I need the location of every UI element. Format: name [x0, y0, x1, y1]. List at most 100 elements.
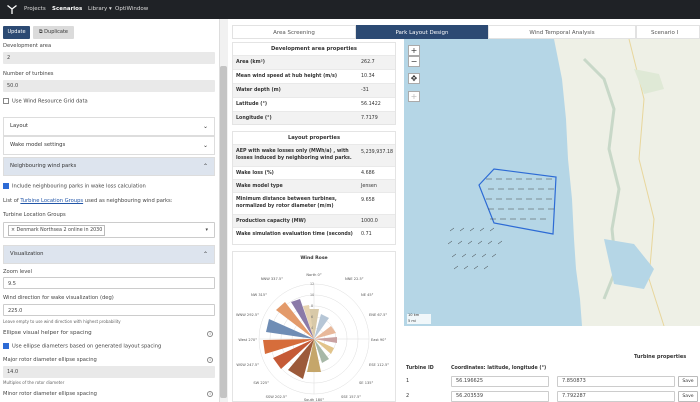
accordion-wake-model-label: Wake model settings [10, 142, 66, 148]
use-ellipse-checkbox[interactable] [3, 343, 9, 349]
wind-rose-petal [273, 339, 314, 369]
dev-lon-key: Longitude (°) [236, 116, 272, 121]
use-wind-resource-checkbox-row[interactable]: Use Wind Resource Grid data [3, 98, 88, 105]
scale-km: 10 km [408, 313, 420, 317]
use-ellipse-row[interactable]: Use ellipse diameters based on generated… [3, 343, 161, 350]
dir-label: NE 45° [361, 293, 374, 297]
tab-wind-temporal-analysis[interactable]: Wind Temporal Analysis [488, 25, 636, 39]
dir-label: NW 315° [251, 293, 267, 297]
dir-label: SW 225° [253, 381, 269, 385]
wind-rose-petal [276, 302, 314, 339]
dev-depth-value: -31 [361, 88, 369, 93]
wind-rose-chart: North 0° NNE 22.5° NE 45° ENE 67.5° East… [236, 273, 389, 402]
nav-library[interactable]: Library ▾ [88, 0, 112, 19]
dir-label: ENE 67.5° [369, 313, 387, 317]
major-ellipse-label: Major rotor diameter ellipse spacing [3, 357, 97, 363]
map-scale [407, 314, 431, 324]
dir-label: NNW 337.5° [261, 277, 283, 281]
table-row: Water depth (m) -31 [233, 83, 395, 97]
zoom-out-button[interactable]: − [408, 56, 420, 67]
tlg-select[interactable]: × Denmark Northsea 2 online in 2030 ▾ [3, 222, 215, 238]
table-row: Latitude (°) 56.1422 [233, 97, 395, 111]
nav-projects[interactable]: Projects [24, 6, 46, 12]
app-logo-icon[interactable] [6, 3, 18, 15]
wind-rose-petal [303, 305, 314, 339]
accordion-neighbouring-parks-label: Neighbouring wind parks [10, 163, 77, 169]
dev-lon-value: 7.7179 [361, 116, 378, 121]
lat-field[interactable]: 56.203539 [451, 391, 549, 402]
add-point-icon[interactable]: + [408, 91, 420, 102]
chevron-down-icon: ⌄ [202, 142, 208, 149]
move-icon[interactable]: ✥ [408, 73, 420, 84]
info-icon[interactable]: i [207, 331, 213, 337]
duplicate-button[interactable]: ⧉ Duplicate [33, 26, 74, 39]
lat-field[interactable]: 56.196625 [451, 376, 549, 387]
map-canvas[interactable] [404, 39, 700, 326]
major-ellipse-help: Multiples of the rotor diameter [3, 380, 65, 385]
park-layout-map[interactable]: + − ✥ + 10 km 5 mi [404, 39, 700, 326]
chevron-up-icon: ⌃ [202, 251, 208, 258]
nav-optiwindow[interactable]: OptiWindow [115, 6, 149, 12]
table-row: Production capacity (MW) 1000.0 [233, 214, 395, 227]
ring-label: 6 [311, 315, 313, 319]
num-turbines-field[interactable]: 50.0 [3, 80, 215, 92]
tlg-chip[interactable]: × Denmark Northsea 2 online in 2030 [8, 225, 106, 236]
table-row: Area (km²) 262.7 [233, 55, 395, 69]
update-button[interactable]: Update [3, 26, 30, 39]
eval-time-key: Wake simulation evaluation time (seconds… [236, 232, 353, 237]
left-panel-scrollbar-thumb[interactable] [220, 66, 227, 398]
col-turbine-id: Turbine ID [406, 366, 434, 371]
wind-rose-petal [266, 319, 314, 339]
include-neighbouring-checkbox[interactable] [3, 183, 9, 189]
tab-area-screening[interactable]: Area Screening [232, 25, 356, 39]
col-coordinates: Coordinates: latitude, longitude (°) [451, 366, 547, 371]
nav-scenarios[interactable]: Scenarios [52, 6, 83, 12]
turbine-location-groups-link[interactable]: Turbine Location Groups [20, 198, 84, 204]
save-button[interactable]: Save [678, 376, 698, 387]
development-area-field[interactable]: 2 [3, 52, 215, 64]
accordion-wake-model[interactable]: Wake model settings ⌄ [3, 136, 215, 155]
tab-scenario[interactable]: Scenario I [636, 25, 700, 39]
wind-direction-field[interactable]: 225.0 [3, 304, 215, 316]
minor-ellipse-label: Minor rotor diameter ellipse spacing [3, 391, 97, 397]
table-row: AEP with wake losses only (MWh/a) , with… [233, 144, 395, 166]
scale-mi: 5 mi [408, 319, 416, 323]
major-ellipse-field[interactable]: 14.0 [3, 366, 215, 378]
accordion-visualization-label: Visualization [10, 251, 44, 257]
use-wind-resource-checkbox[interactable] [3, 98, 9, 104]
accordion-neighbouring-parks[interactable]: Neighbouring wind parks ⌃ [3, 157, 215, 176]
accordion-layout[interactable]: Layout ⌄ [3, 117, 215, 136]
wind-rose-petal [314, 326, 336, 339]
wind-rose-petal [288, 339, 314, 379]
lon-field[interactable]: 7.850873 [557, 376, 675, 387]
aep-key: AEP with wake losses only (MWh/a) , with… [236, 149, 352, 161]
info-icon[interactable]: i [207, 391, 213, 397]
wind-rose-petal [314, 337, 337, 343]
dir-label: West 270° [238, 338, 257, 342]
dir-label: WSW 247.5° [236, 363, 259, 367]
table-row: Longitude (°) 7.7179 [233, 111, 395, 124]
wake-model-key: Wake model type [236, 184, 283, 189]
development-area-label: Development area [3, 43, 52, 49]
wake-loss-value: 4.686 [361, 171, 375, 176]
wind-rose-petal [263, 339, 314, 354]
dir-label: SSW 202.5° [266, 395, 288, 399]
chevron-down-icon: ▾ [108, 6, 112, 12]
lon-field[interactable]: 7.792287 [557, 391, 675, 402]
info-icon[interactable]: i [207, 357, 213, 363]
accordion-visualization[interactable]: Visualization ⌃ [3, 245, 215, 264]
ring-label: 4 [311, 326, 313, 330]
dev-area-value: 262.7 [361, 60, 375, 65]
ellipse-helper-heading: Ellipse visual helper for spacing [3, 330, 92, 336]
tab-park-layout-design[interactable]: Park Layout Design [356, 25, 488, 39]
zoom-level-label: Zoom level [3, 269, 32, 275]
zoom-in-button[interactable]: + [408, 45, 420, 56]
dev-wind-value: 10.34 [361, 74, 375, 79]
save-button[interactable]: Save [678, 391, 698, 402]
zoom-level-field[interactable]: 9.5 [3, 277, 215, 289]
capacity-value: 1000.0 [361, 219, 378, 224]
duplicate-icon: ⧉ [39, 29, 43, 35]
include-neighbouring-row[interactable]: Include neighbouring parks in wake loss … [3, 183, 146, 190]
scenario-tabs: Area Screening Park Layout Design Wind T… [232, 25, 700, 39]
dir-label: WNW 292.5° [236, 313, 259, 317]
